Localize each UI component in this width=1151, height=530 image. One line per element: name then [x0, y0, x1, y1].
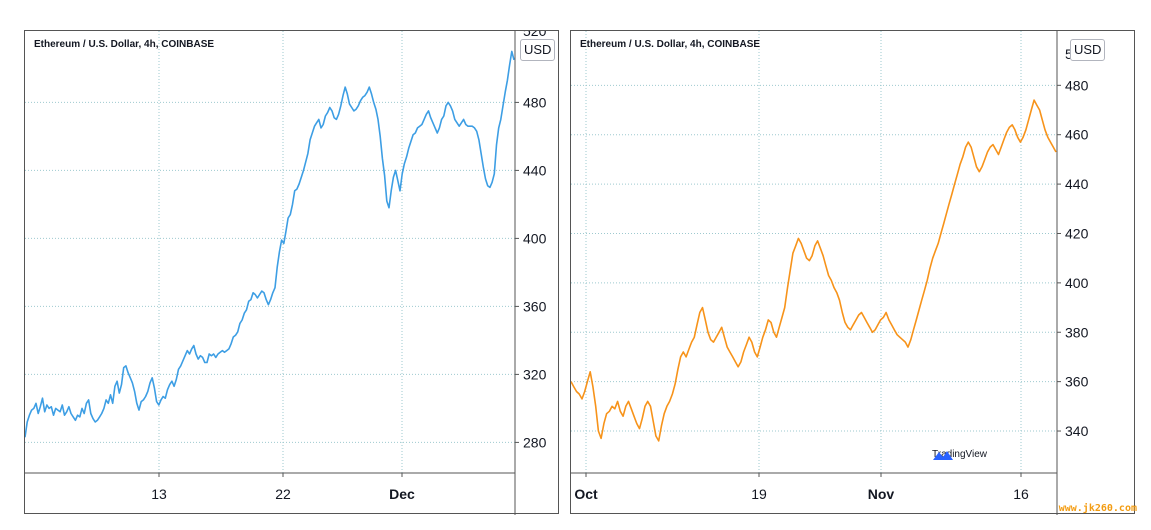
chart-title: Ethereum / U.S. Dollar, 4h, COINBASE — [580, 39, 761, 50]
y-tick-label: 340 — [1065, 423, 1089, 439]
currency-label[interactable]: USD — [520, 39, 556, 61]
y-tick-label: 360 — [523, 298, 547, 314]
currency-label[interactable]: USD — [1070, 39, 1106, 61]
y-tick-label: 420 — [1065, 225, 1089, 241]
x-tick-label: 16 — [1013, 486, 1029, 502]
price-series-line — [571, 99, 1057, 442]
x-tick-label: 19 — [751, 486, 767, 502]
x-tick-label: 13 — [151, 486, 167, 502]
y-tick-label: 480 — [1065, 77, 1089, 93]
y-tick-label-partial: 520 — [523, 31, 547, 39]
chart-panel-right: 340360380400420440460480500Oct19Nov16 Et… — [570, 30, 1135, 515]
grid-lines — [25, 31, 515, 473]
price-series-line — [25, 50, 515, 438]
x-tick-label: Dec — [389, 486, 415, 502]
tradingview-logo[interactable]: TradingView — [932, 449, 987, 460]
x-tick-label: Nov — [868, 486, 895, 502]
tradingview-icon — [933, 451, 953, 460]
chart-left-svg: 280 320 360 400 440 480 520 13 22 Dec — [25, 31, 547, 515]
x-tick-label: Oct — [574, 486, 598, 502]
chart-panel-left: 280 320 360 400 440 480 520 13 22 Dec Ethereum / … — [24, 30, 559, 515]
y-tick-label: 320 — [523, 366, 547, 382]
y-tick-label: 480 — [523, 94, 547, 110]
y-tick-label: 360 — [1065, 374, 1089, 390]
y-tick-label: 280 — [523, 434, 547, 450]
tradingview-label: TradingView — [932, 449, 988, 460]
chart-right-svg: 340360380400420440460480500Oct19Nov16 — [571, 31, 1089, 515]
site-watermark: www.jk260.com — [1058, 503, 1137, 514]
chart-title: Ethereum / U.S. Dollar, 4h, COINBASE — [34, 39, 215, 50]
y-tick-label: 440 — [523, 162, 547, 178]
y-tick-label: 460 — [1065, 127, 1089, 143]
grid-lines — [571, 31, 1057, 473]
y-tick-label: 400 — [523, 230, 547, 246]
y-tick-label: 440 — [1065, 176, 1089, 192]
y-tick-label: 400 — [1065, 275, 1089, 291]
x-tick-label: 22 — [275, 486, 291, 502]
y-tick-label: 380 — [1065, 324, 1089, 340]
